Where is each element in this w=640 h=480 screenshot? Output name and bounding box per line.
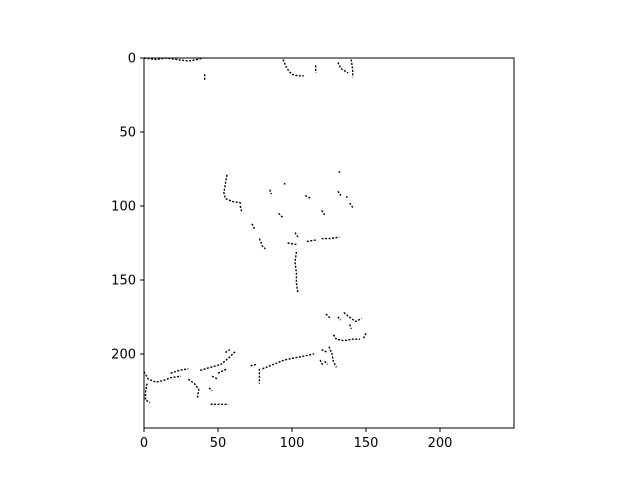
image-stroke-45: [328, 346, 338, 368]
image-stroke-39: [225, 349, 231, 354]
y-tick-label-1: 50: [119, 126, 136, 141]
image-stroke-25: [337, 316, 342, 321]
image-stroke-0: [143, 57, 204, 62]
image-stroke-31: [144, 383, 151, 404]
image-stroke-34: [200, 350, 237, 371]
image-stroke-20: [287, 242, 297, 246]
image-stroke-12: [338, 171, 341, 173]
image-stroke-10: [304, 194, 312, 200]
image-stroke-44: [324, 360, 329, 365]
image-stroke-24: [325, 313, 331, 319]
x-tick-label-0: 0: [140, 436, 148, 451]
y-axis: 0 50 100 150 200: [111, 52, 144, 363]
image-stroke-36: [211, 375, 219, 380]
image-pixels: [143, 57, 367, 405]
image-stroke-18: [294, 232, 299, 238]
image-stroke-15: [278, 212, 284, 219]
image-stroke-22: [321, 236, 340, 240]
image-stroke-35: [217, 368, 228, 374]
image-stroke-6: [223, 174, 242, 204]
image-stroke-40: [250, 363, 257, 367]
x-tick-label-2: 100: [280, 436, 305, 451]
y-tick-label-4: 200: [111, 348, 136, 363]
y-tick-label-3: 150: [111, 274, 136, 289]
image-stroke-27: [349, 324, 352, 330]
x-axis: 0 50 100 150 200: [140, 428, 453, 451]
image-stroke-33: [187, 378, 200, 399]
image-stroke-8: [269, 189, 272, 195]
image-stroke-32: [170, 368, 189, 374]
image-stroke-43: [321, 348, 328, 354]
plot-area: [144, 58, 514, 428]
image-stroke-28: [332, 334, 361, 342]
image-stroke-19: [258, 238, 266, 250]
image-stroke-7: [239, 205, 243, 213]
plot-frame: [143, 57, 515, 429]
x-tick-label-3: 150: [354, 436, 379, 451]
image-stroke-26: [343, 312, 362, 323]
image-stroke-14: [349, 202, 354, 208]
image-stroke-46: [319, 359, 324, 367]
image-stroke-29: [362, 332, 367, 340]
image-stroke-13: [346, 196, 348, 198]
image-stroke-9: [283, 183, 286, 185]
image-stroke-17: [251, 223, 256, 231]
image-stroke-37: [208, 387, 213, 392]
x-tick-label-4: 200: [428, 436, 453, 451]
image-stroke-16: [321, 210, 326, 216]
x-tick-label-1: 50: [210, 436, 227, 451]
image-stroke-11: [337, 190, 342, 196]
image-stroke-2: [282, 59, 304, 77]
image-stroke-30: [143, 371, 182, 383]
y-tick-label-0: 0: [128, 52, 136, 67]
image-stroke-5: [350, 59, 354, 78]
image-stroke-21: [306, 239, 316, 243]
y-tick-label-2: 100: [111, 200, 136, 215]
